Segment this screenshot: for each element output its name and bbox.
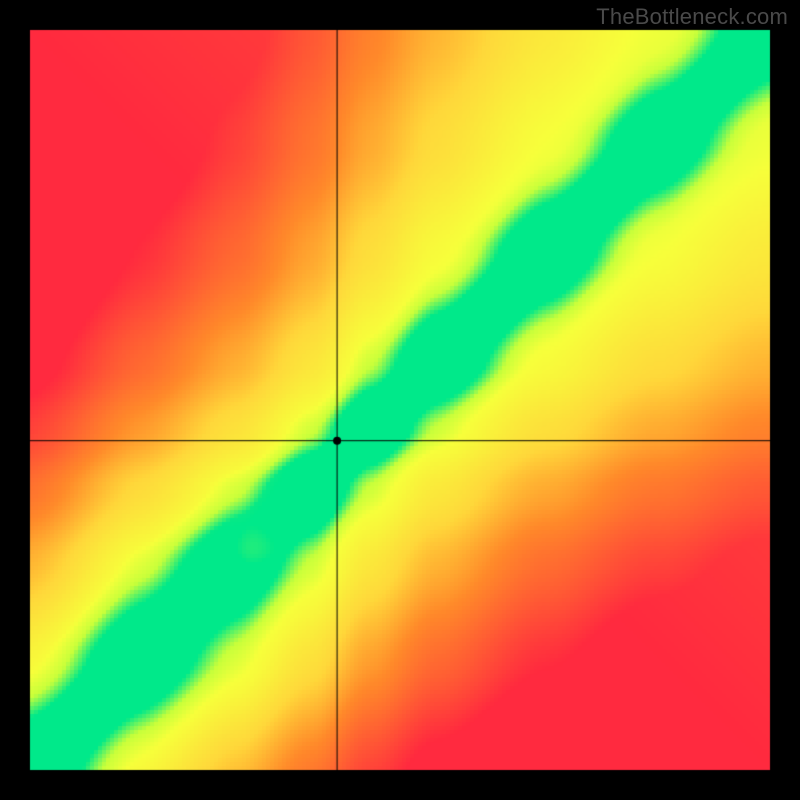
watermark-label: TheBottleneck.com: [596, 4, 788, 30]
chart-container: TheBottleneck.com: [0, 0, 800, 800]
bottleneck-heatmap: [0, 0, 800, 800]
